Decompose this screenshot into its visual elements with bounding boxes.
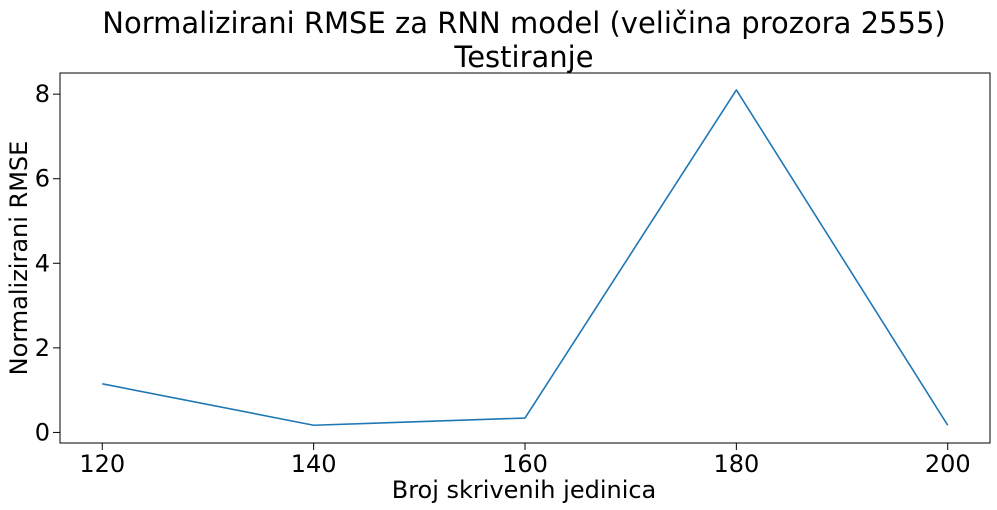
y-tick-label: 8 [35, 80, 50, 108]
y-tick-label: 2 [35, 334, 50, 362]
y-tick-label: 6 [35, 165, 50, 193]
x-tick-label: 200 [925, 450, 971, 478]
chart-title: Normalizirani RMSE za RNN model (veličin… [102, 6, 945, 40]
plot-area-frame [59, 72, 991, 444]
x-tick-label: 140 [291, 450, 337, 478]
y-axis: 0 2 4 6 8 [35, 80, 60, 446]
x-tick-label: 120 [79, 450, 125, 478]
x-axis: 120 140 160 180 200 [79, 443, 971, 478]
y-tick-label: 4 [35, 249, 50, 277]
series-line [102, 89, 949, 427]
x-tick-label: 180 [713, 450, 759, 478]
chart-subtitle: Testiranje [453, 40, 593, 74]
series-layer [102, 89, 949, 427]
x-axis-label: Broj skrivenih jedinica [392, 476, 657, 504]
y-axis-label: Normalizirani RMSE [5, 141, 33, 376]
x-tick-label: 160 [502, 450, 548, 478]
y-tick-label: 0 [35, 418, 50, 446]
